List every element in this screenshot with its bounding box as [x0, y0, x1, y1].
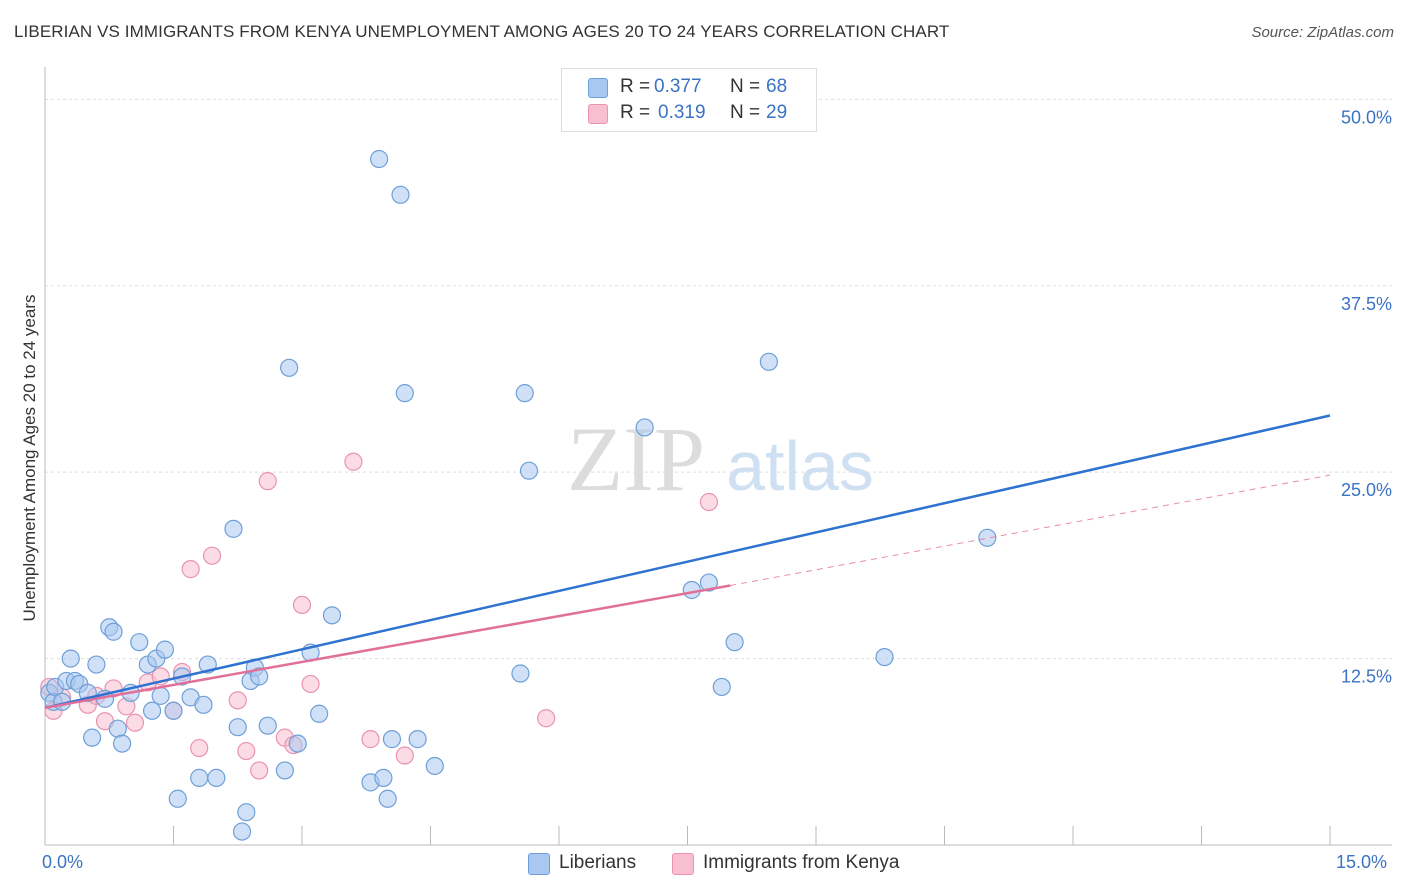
liberian-point — [395, 384, 414, 403]
liberian-point — [87, 655, 106, 674]
liberian-point — [280, 358, 299, 377]
n-label: N = — [730, 76, 761, 97]
liberian-point — [515, 384, 534, 403]
liberian-point — [322, 606, 342, 625]
x-tick-label-max: 15.0% — [1336, 852, 1388, 872]
liberian-point — [275, 761, 294, 780]
liberian-point — [112, 734, 132, 753]
liberian-point — [288, 734, 307, 753]
kenya-point — [537, 709, 556, 728]
kenya-point — [292, 595, 312, 615]
trend-lines — [44, 414, 1331, 710]
legend-label-kenya: Immigrants from Kenya — [703, 852, 900, 873]
liberian-point — [237, 803, 256, 822]
y-tick-label: 37.5% — [1341, 294, 1392, 314]
y-tick-label: 50.0% — [1341, 107, 1392, 127]
kenya-swatch — [588, 104, 608, 124]
liberian-point — [759, 352, 778, 371]
liberian-point — [310, 704, 329, 723]
kenya-point — [125, 713, 145, 732]
r-value: 0.377 — [654, 76, 702, 97]
liberian-point — [164, 701, 183, 720]
liberian-point — [142, 701, 162, 720]
liberian-point — [190, 768, 209, 787]
liberian-point — [712, 677, 731, 697]
legend-label-liberians: Liberians — [559, 852, 637, 873]
liberian-point — [168, 789, 187, 808]
liberian-point — [130, 633, 149, 652]
liberians-trend-line — [44, 414, 1331, 710]
kenya-point — [361, 730, 380, 749]
y-tick-label: 25.0% — [1341, 480, 1392, 500]
legend: Liberians Immigrants from Kenya — [0, 850, 1406, 878]
kenya-point — [190, 738, 209, 758]
kenya-point — [228, 691, 247, 710]
liberian-point — [635, 418, 654, 437]
n-value: 68 — [766, 76, 788, 97]
liberian-point — [725, 633, 744, 652]
liberian-point — [108, 719, 127, 738]
kenya-point — [301, 674, 320, 694]
n-label: N = — [730, 102, 761, 123]
liberian-point — [155, 640, 175, 659]
kenya-legend-swatch — [672, 853, 694, 875]
liberian-point — [519, 461, 539, 480]
liberian-point — [104, 622, 123, 641]
kenya-point — [258, 472, 277, 491]
liberian-point — [408, 730, 427, 749]
watermark-zip: ZIP — [567, 408, 705, 510]
y-tick-labels: 12.5% 25.0% 37.5% 50.0% — [1341, 107, 1392, 686]
liberian-point — [370, 149, 389, 169]
watermark: ZIP atlas — [567, 408, 874, 510]
liberian-point — [978, 528, 997, 547]
liberian-point — [232, 822, 252, 841]
kenya-point — [250, 761, 269, 780]
liberian-point — [194, 695, 213, 714]
kenya-point — [344, 452, 363, 471]
liberian-point — [258, 716, 277, 735]
liberian-point — [374, 768, 393, 787]
kenya-point — [237, 741, 256, 761]
grid-lines — [45, 98, 1392, 660]
liberian-point — [875, 648, 894, 667]
r-value: 0.319 — [658, 102, 706, 123]
chart-title: LIBERIAN VS IMMIGRANTS FROM KENYA UNEMPL… — [14, 22, 950, 41]
liberian-point — [250, 667, 269, 686]
stats-box: R = 0.377 N = 68 R = 0.319 N = 29 — [561, 68, 817, 132]
n-value: 29 — [766, 102, 788, 123]
r-label: R = — [620, 76, 651, 97]
liberian-point — [83, 728, 102, 747]
source-label: Source: ZipAtlas.com — [1251, 24, 1394, 41]
r-label: R = — [620, 102, 651, 123]
kenya-point — [202, 546, 222, 565]
liberian-point — [224, 519, 243, 538]
liberian-point — [61, 649, 80, 668]
liberian-point — [391, 185, 410, 204]
liberian-point — [511, 664, 530, 683]
liberian-point — [228, 718, 247, 737]
liberian-point — [699, 573, 719, 592]
liberian-point — [151, 686, 170, 705]
liberians-legend-swatch — [528, 853, 550, 875]
kenya-point — [181, 560, 200, 579]
watermark-atlas: atlas — [726, 427, 874, 505]
liberian-point — [682, 580, 701, 600]
liberian-point — [378, 789, 397, 808]
y-tick-label: 12.5% — [1341, 667, 1392, 687]
liberian-point — [207, 768, 226, 787]
liberians-swatch — [588, 78, 608, 98]
kenya-trend-extension — [730, 474, 1331, 587]
liberian-points — [40, 149, 997, 841]
kenya-trend-line — [44, 584, 731, 710]
axes — [44, 67, 1392, 846]
x-tick-label-min: 0.0% — [42, 852, 84, 872]
kenya-point — [699, 492, 719, 512]
liberian-point — [425, 756, 444, 776]
liberian-point — [382, 730, 402, 749]
kenya-point — [395, 746, 414, 765]
